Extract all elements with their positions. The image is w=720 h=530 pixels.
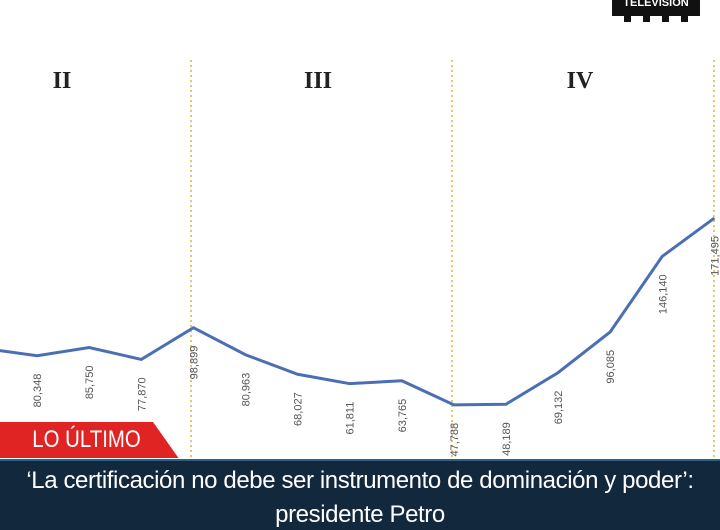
- value-label: 96,085: [605, 350, 617, 384]
- section-label: II: [53, 68, 72, 94]
- value-label: 69,132: [553, 391, 565, 425]
- value-label: 61,811: [345, 402, 357, 435]
- line: [0, 216, 716, 407]
- value-label: 98,899: [188, 346, 200, 380]
- channel-logo: TELEVISIÓN: [612, 0, 700, 22]
- value-label: 68,027: [293, 392, 305, 426]
- headline: ‘La certificación no debe ser instrument…: [26, 467, 694, 528]
- value-label: 85,750: [84, 366, 96, 400]
- value-label: 47,788: [449, 423, 461, 457]
- value-label: 63,765: [397, 399, 409, 433]
- section-label: IV: [567, 68, 594, 94]
- value-label: 77,870: [136, 377, 148, 411]
- section-label: III: [304, 68, 332, 94]
- news-bar: ‘La certificación no debe ser instrument…: [0, 459, 720, 530]
- value-label: 146,140: [657, 274, 669, 314]
- breaking-tag: LO ÚLTIMO: [0, 422, 179, 458]
- value-label: 80,348: [32, 374, 44, 408]
- value-label: 80,963: [241, 373, 253, 407]
- value-label: 171,495: [709, 236, 720, 276]
- value-label: 48,189: [501, 422, 513, 456]
